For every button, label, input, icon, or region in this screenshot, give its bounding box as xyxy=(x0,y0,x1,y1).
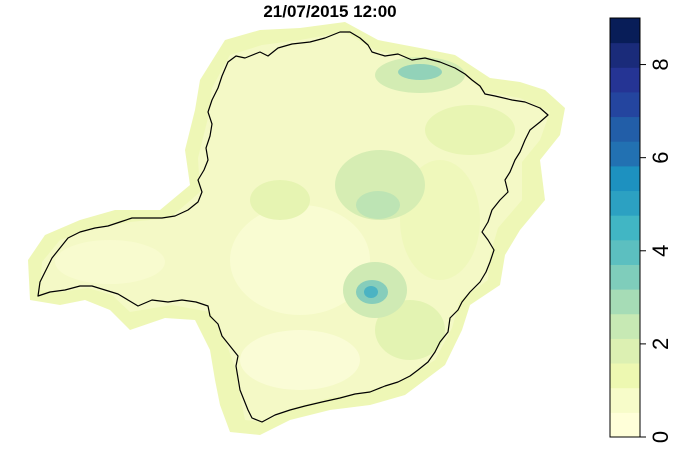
patch-south xyxy=(240,330,360,390)
hotspot-south-core xyxy=(364,286,378,298)
color-legend: 0 2 4 6 8 xyxy=(609,17,673,443)
legend-swatch xyxy=(610,190,640,216)
legend-swatch xyxy=(610,18,640,44)
legend-swatch xyxy=(610,239,640,265)
patch-west xyxy=(55,240,165,284)
map-title: 21/07/2015 12:00 xyxy=(263,2,397,21)
legend-swatch xyxy=(610,313,640,339)
legend-tick-label: 6 xyxy=(648,152,673,164)
legend-swatch xyxy=(610,215,640,241)
legend-swatch xyxy=(610,141,640,167)
patch-mid-green xyxy=(250,180,310,220)
legend-tick-label: 8 xyxy=(648,58,673,70)
legend-ticks: 0 2 4 6 8 xyxy=(640,58,673,443)
legend-swatch xyxy=(610,412,640,438)
hotspot-central-inner xyxy=(356,191,400,219)
legend-swatch xyxy=(610,91,640,118)
legend-tick-label: 4 xyxy=(648,245,673,257)
legend-swatch xyxy=(610,116,640,142)
state-border xyxy=(37,31,549,423)
legend-swatch xyxy=(610,67,640,93)
legend-swatch xyxy=(610,363,640,389)
legend-swatch xyxy=(610,387,640,413)
legend-swatch xyxy=(610,338,640,364)
legend-frame xyxy=(609,17,641,438)
legend-swatch xyxy=(610,42,640,68)
hotspot-north-inner xyxy=(398,64,442,80)
legend-swatch xyxy=(610,165,640,192)
legend-swatch xyxy=(610,264,640,290)
legend-tick-label: 2 xyxy=(648,338,673,350)
legend-swatch xyxy=(610,289,640,315)
patch-southeast xyxy=(375,300,445,360)
legend-color-bar xyxy=(610,18,640,438)
map-plot xyxy=(28,22,565,435)
legend-tick-label: 0 xyxy=(648,431,673,443)
value-patches xyxy=(55,105,515,390)
patch-northeast xyxy=(425,105,515,155)
patch-center xyxy=(230,205,370,315)
hotspots xyxy=(335,57,465,318)
